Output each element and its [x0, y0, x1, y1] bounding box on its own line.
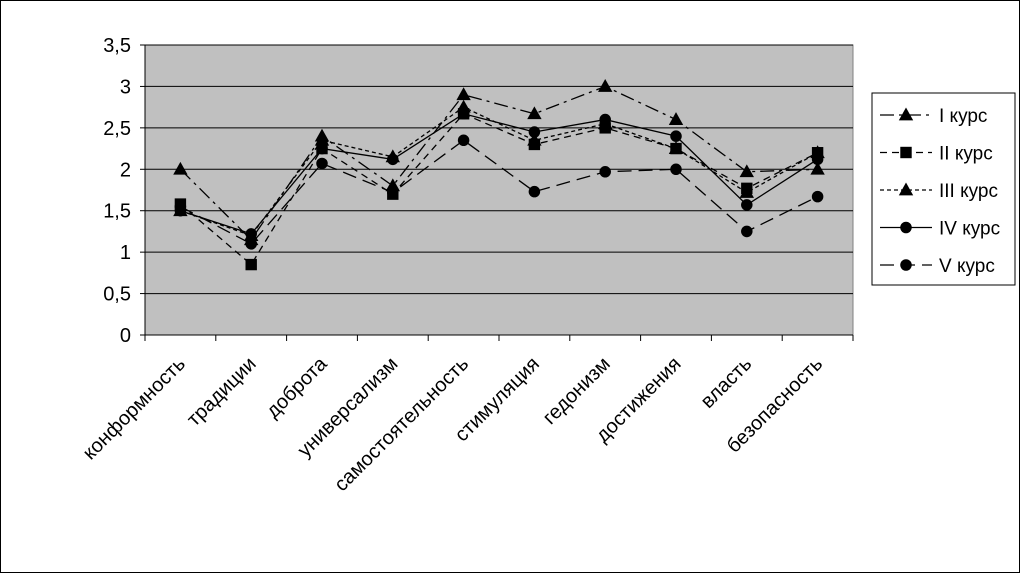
- legend-marker: [898, 182, 914, 196]
- y-tick-label: 2: [120, 159, 131, 181]
- data-point: [174, 200, 187, 213]
- data-point: [456, 87, 471, 101]
- data-point: [741, 199, 753, 211]
- data-point: [599, 113, 611, 126]
- data-point: [457, 134, 470, 147]
- legend-item: III курс: [880, 181, 998, 202]
- series-line: [179, 112, 818, 266]
- data-point: [245, 238, 257, 250]
- legend-label: II курс: [939, 144, 993, 165]
- y-tick-label: 0: [120, 325, 131, 347]
- y-tick-label: 0,5: [103, 284, 131, 306]
- data-point: [739, 164, 754, 178]
- data-point: [457, 108, 470, 120]
- legend-item: V курс: [880, 256, 995, 277]
- data-point: [527, 106, 542, 120]
- data-point: [670, 163, 682, 176]
- data-point: [739, 185, 754, 198]
- data-point: [599, 166, 611, 178]
- legend-marker: [900, 221, 912, 234]
- y-axis-tick-labels: 0 0,5 1 1,5 2 2,5 3 3,5: [103, 35, 131, 347]
- data-point: [316, 142, 328, 155]
- legend-label: I курс: [939, 106, 987, 127]
- x-tick-label: традиции: [183, 353, 261, 431]
- series-line: [180, 139, 818, 245]
- legend-item: I курс: [880, 106, 987, 127]
- data-point: [173, 161, 188, 175]
- data-point: [741, 225, 753, 238]
- data-point: [598, 78, 613, 92]
- x-tick-label: гедонизм: [539, 353, 615, 429]
- data-point: [387, 153, 399, 166]
- legend-label: V курс: [939, 256, 995, 277]
- plot-area: [144, 44, 854, 336]
- x-tick-label: власть: [697, 353, 757, 413]
- y-tick-label: 1: [120, 242, 131, 264]
- legend-marker: [898, 107, 914, 121]
- data-point: [810, 161, 825, 175]
- data-point: [316, 157, 328, 170]
- data-point: [387, 186, 399, 199]
- x-tick-label: доброта: [262, 352, 332, 422]
- gridlines: [145, 44, 853, 295]
- series-4: [174, 108, 824, 240]
- legend-box: [871, 92, 1016, 286]
- data-point: [668, 141, 684, 154]
- legend-marker: [900, 146, 912, 159]
- data-point: [811, 153, 824, 166]
- data-point: [245, 258, 257, 271]
- data-point: [668, 112, 684, 125]
- legend-marker: [900, 259, 912, 271]
- data-point: [528, 185, 541, 198]
- data-point: [528, 126, 541, 138]
- x-tick-label: самостоятельность: [330, 353, 473, 496]
- y-tick-label: 2,5: [103, 118, 131, 140]
- y-tick-label: 3,5: [103, 35, 131, 57]
- legend-item: II курс: [880, 144, 993, 165]
- data-point: [670, 130, 682, 142]
- legend-label: III курс: [939, 181, 998, 202]
- y-tick-label: 3: [120, 76, 131, 98]
- series-line: [180, 113, 818, 235]
- legend-item: IV курс: [880, 219, 1000, 240]
- legend: I курс II курс III курс IV курс V курс: [871, 92, 1016, 286]
- legend-label: IV курс: [939, 219, 1000, 240]
- series-5: [174, 134, 824, 250]
- data-point: [245, 228, 257, 240]
- axes: [140, 44, 854, 341]
- plot-background: [144, 44, 854, 336]
- x-tick-label: конформность: [79, 353, 190, 464]
- data-point: [527, 132, 542, 146]
- y-tick-label: 1,5: [103, 201, 131, 223]
- data-point: [314, 132, 330, 146]
- series-line: [180, 106, 818, 237]
- series-lines: [173, 78, 825, 271]
- data-point: [811, 190, 824, 203]
